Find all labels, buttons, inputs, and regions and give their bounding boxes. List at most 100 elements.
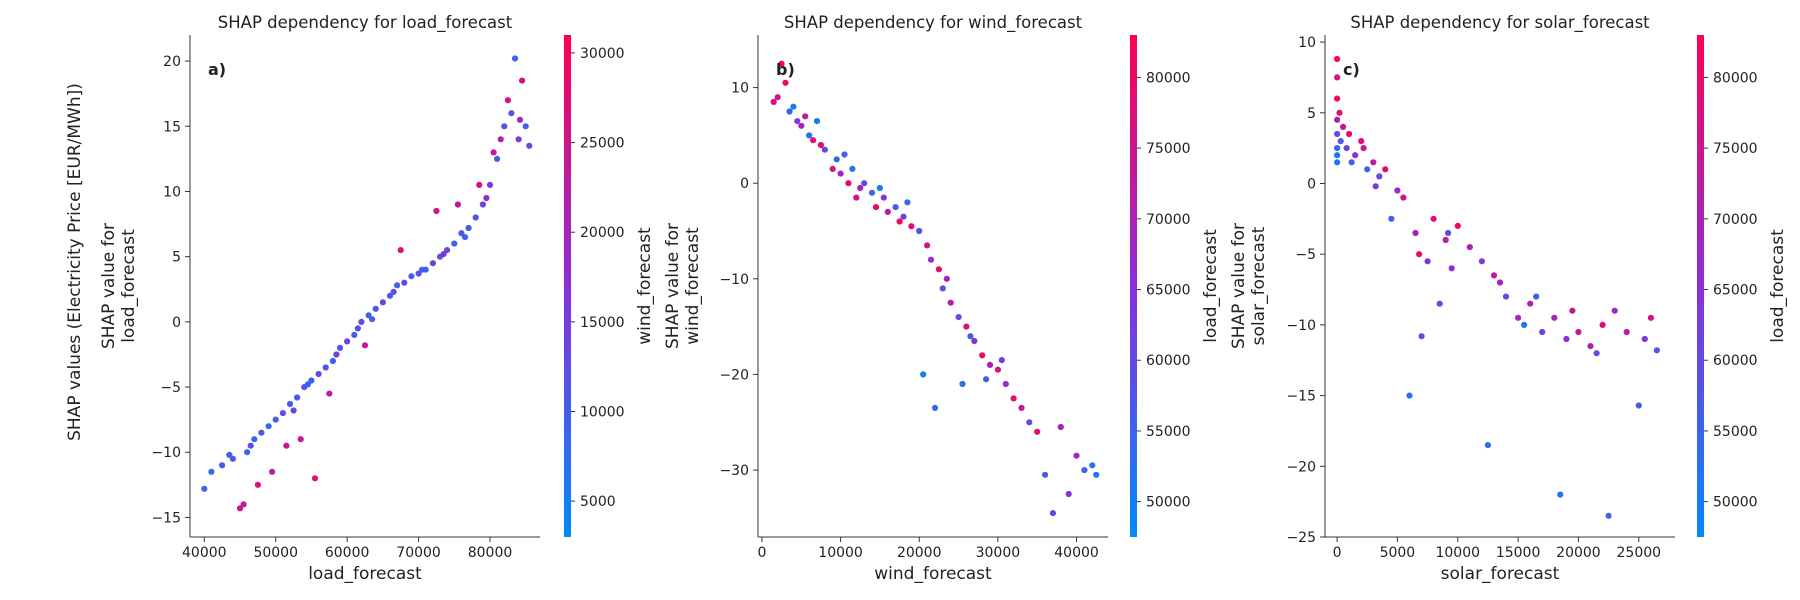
x-axis-label: load_forecast (308, 564, 422, 584)
data-point (244, 449, 251, 456)
data-point (515, 136, 522, 143)
data-point (1081, 467, 1088, 474)
x-tick-label: 0 (757, 545, 766, 561)
data-point (269, 468, 276, 475)
data-point (361, 342, 369, 349)
data-point (444, 247, 451, 254)
scatter-points (1334, 55, 1660, 519)
data-point (979, 352, 986, 359)
data-point (258, 429, 265, 436)
data-point (519, 77, 526, 84)
x-tick-label: 70000 (396, 545, 441, 561)
data-point (1034, 428, 1041, 435)
data-point (1089, 462, 1096, 469)
y-axis-label: SHAP value forsolar_forecast (1229, 223, 1269, 349)
data-point (1334, 55, 1341, 63)
data-point (983, 376, 990, 383)
data-point (939, 285, 946, 292)
data-point (1394, 187, 1401, 194)
data-point (1382, 166, 1389, 173)
data-point (490, 149, 497, 156)
data-point (311, 475, 319, 482)
x-tick-label: 50000 (253, 545, 298, 561)
x-tick-label: 25000 (1617, 545, 1662, 561)
data-point (1641, 335, 1648, 343)
data-point (465, 224, 472, 232)
data-point (336, 344, 344, 351)
x-tick-label: 60000 (325, 545, 370, 561)
data-point (971, 337, 978, 345)
x-axis-label: wind_forecast (874, 564, 992, 584)
y-tick-label: −20 (1286, 459, 1316, 475)
data-point (1454, 222, 1461, 229)
data-point (1599, 321, 1606, 328)
y-tick-label: −10 (151, 445, 181, 461)
colorbar-tick-label: 80000 (1146, 70, 1191, 86)
y-tick-label: −10 (719, 272, 749, 288)
data-point (516, 116, 524, 123)
data-point (386, 292, 394, 299)
data-point (1412, 229, 1419, 237)
colorbar-gradient (1697, 35, 1704, 537)
panel-b-title: SHAP dependency for wind_forecast (784, 13, 1083, 33)
data-point (849, 165, 856, 172)
data-point (451, 240, 458, 247)
data-point (908, 223, 915, 230)
colorbar-tick-label: 10000 (580, 405, 625, 421)
data-point (1611, 307, 1618, 314)
data-point (896, 218, 903, 225)
y-tick-label: −30 (719, 463, 749, 479)
data-point (955, 314, 962, 321)
data-point (778, 60, 785, 67)
data-point (1569, 307, 1576, 314)
data-point (272, 416, 279, 423)
x-axis-label: solar_forecast (1441, 564, 1560, 584)
data-point (1372, 183, 1379, 190)
data-point (344, 338, 351, 345)
colorbar-label: load_forecast (1201, 229, 1221, 343)
data-point (354, 325, 361, 332)
data-point (1436, 300, 1443, 307)
data-point (1348, 159, 1355, 166)
y-tick-label: −25 (1286, 530, 1316, 546)
data-point (390, 288, 397, 295)
data-point (333, 351, 340, 358)
colorbar-tick-label: 5000 (580, 494, 616, 510)
data-point (472, 214, 479, 221)
data-point (1515, 314, 1522, 321)
data-point (1336, 109, 1343, 116)
colorbar-tick-label: 25000 (580, 136, 625, 152)
data-point (408, 273, 415, 280)
data-point (1539, 328, 1546, 336)
shared-y-axis-label: SHAP values (Electricity Price [EUR/MWh]… (65, 83, 85, 441)
data-point (786, 108, 793, 115)
x-tick-label: 20000 (1556, 545, 1601, 561)
x-tick-label: 15000 (1496, 545, 1541, 561)
data-point (963, 323, 970, 330)
data-point (379, 299, 386, 306)
data-point (1002, 380, 1009, 388)
data-point (1563, 335, 1570, 343)
data-point (479, 201, 486, 208)
data-point (876, 184, 884, 192)
data-point (880, 194, 887, 201)
y-axis-label: SHAP value forwind_forecast (663, 223, 703, 349)
data-point (947, 299, 954, 306)
data-point (1049, 509, 1056, 517)
data-point (810, 137, 817, 144)
data-point (853, 194, 860, 201)
data-point (433, 207, 440, 215)
data-point (959, 380, 966, 388)
data-point (884, 208, 891, 215)
data-point (1010, 395, 1017, 402)
data-point (322, 364, 329, 371)
data-point (998, 357, 1005, 364)
data-point (358, 318, 365, 325)
data-point (1424, 258, 1431, 265)
colorbar-gradient (1130, 35, 1137, 537)
data-point (794, 118, 801, 125)
data-point (817, 141, 825, 149)
data-point (770, 98, 777, 105)
data-point (872, 204, 880, 211)
